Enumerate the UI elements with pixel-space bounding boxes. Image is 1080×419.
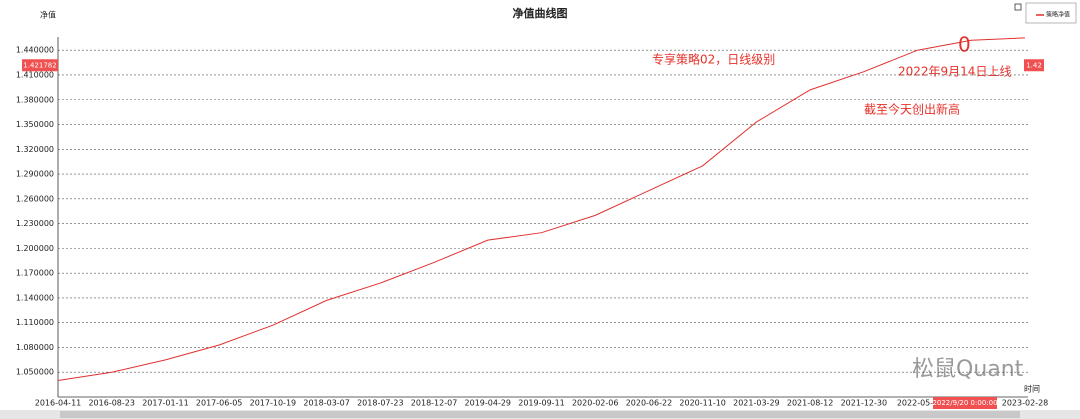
y-tick-label: 1.410000	[16, 70, 54, 79]
crosshair-label-bg	[22, 59, 58, 72]
y-tick-label: 1.050000	[16, 368, 54, 377]
crosshair-y2-label: 1.42	[1026, 61, 1042, 69]
y-tick-label: 1.290000	[16, 170, 54, 179]
x-tick-label: 2019-09-11	[518, 399, 565, 408]
y-tick-label: 1.110000	[16, 318, 54, 327]
crosshair-label-bg	[933, 397, 997, 409]
annotation: 专享策略02，日线级别	[652, 52, 775, 67]
x-tick-label: 2016-08-23	[88, 399, 135, 408]
y-tick-label: 1.350000	[16, 120, 54, 129]
y-tick-label: 1.380000	[16, 95, 54, 104]
x-axis-label: 时间	[1024, 384, 1040, 394]
x-tick-label: 2018-03-07	[303, 399, 350, 408]
x-tick-label: 2023-02-28	[1002, 399, 1049, 408]
legend-box	[1025, 2, 1077, 24]
x-tick-label: 2022-05-2	[897, 399, 938, 408]
annotation: 0	[958, 33, 971, 57]
crosshair-label-bg	[1024, 59, 1044, 72]
x-tick-label: 2021-12-30	[841, 399, 888, 408]
y-tick-label: 1.140000	[16, 293, 54, 302]
chart-title: 净值曲线图	[513, 6, 568, 20]
y-tick-label: 1.440000	[16, 46, 54, 55]
x-tick-label: 2016-04-11	[35, 399, 82, 408]
legend-label: 策略净值	[1046, 11, 1070, 19]
x-tick-label: 2020-06-22	[626, 399, 673, 408]
x-tick-label: 2017-06-05	[196, 399, 243, 408]
scrollbar-thumb[interactable]	[60, 411, 1020, 418]
line	[57, 37, 1026, 381]
x-tick-label: 2020-02-06	[572, 399, 619, 408]
crosshair-y-label: 1.421782	[23, 61, 56, 69]
annotation: 截至今天创出新高	[864, 102, 960, 117]
y-tick-label: 1.080000	[16, 343, 54, 352]
x-tick-label: 2018-12-07	[411, 399, 458, 408]
x-tick-label: 2021-08-12	[787, 399, 834, 408]
crosshair-x-label: 2022/9/20 0:00:00	[932, 399, 997, 407]
x-tick-label: 2017-10-19	[250, 399, 297, 408]
y-tick-label: 1.320000	[16, 145, 54, 154]
x-tick-label: 2021-03-29	[733, 399, 780, 408]
annotation: 2022年9月14日上线	[898, 65, 1011, 79]
x-tick-label: 2020-11-10	[679, 399, 726, 408]
watermark: 松鼠Quant	[912, 357, 1024, 382]
y-axis-label: 净值	[40, 10, 56, 20]
x-tick-label: 2019-04-29	[465, 399, 512, 408]
x-tick-label: 2018-07-23	[357, 399, 404, 408]
x-tick-label: 2017-01-11	[142, 399, 189, 408]
y-tick-label: 1.170000	[16, 269, 54, 278]
y-tick-label: 1.230000	[16, 219, 54, 228]
y-tick-label: 1.200000	[16, 244, 54, 253]
legend-toggle[interactable]	[1014, 3, 1022, 11]
y-tick-label: 1.260000	[16, 194, 54, 203]
